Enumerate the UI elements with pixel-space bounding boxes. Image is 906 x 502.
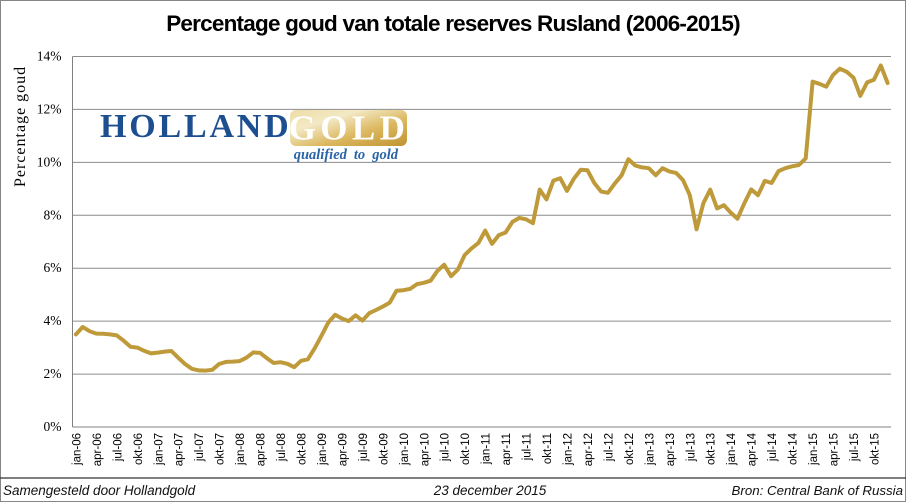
svg-text:jan-06: jan-06 bbox=[71, 433, 83, 466]
svg-text:8%: 8% bbox=[44, 207, 62, 222]
svg-text:jan-11: jan-11 bbox=[481, 433, 493, 465]
svg-text:6%: 6% bbox=[44, 260, 62, 275]
svg-text:apr-14: apr-14 bbox=[747, 432, 759, 466]
svg-text:jul-13: jul-13 bbox=[685, 433, 697, 462]
svg-text:Percentage goud van totale res: Percentage goud van totale reserves Rusl… bbox=[166, 11, 740, 36]
svg-text:14%: 14% bbox=[37, 49, 62, 64]
svg-text:jan-09: jan-09 bbox=[317, 433, 329, 466]
svg-text:HOLLAND: HOLLAND bbox=[100, 108, 292, 145]
svg-text:okt-12: okt-12 bbox=[624, 433, 636, 465]
svg-text:jul-14: jul-14 bbox=[767, 432, 779, 462]
svg-text:apr-08: apr-08 bbox=[256, 433, 268, 466]
svg-text:jul-15: jul-15 bbox=[849, 433, 861, 462]
svg-text:jan-13: jan-13 bbox=[644, 433, 656, 466]
svg-text:jan-08: jan-08 bbox=[235, 433, 247, 466]
svg-text:okt-08: okt-08 bbox=[297, 433, 309, 465]
svg-text:apr-15: apr-15 bbox=[829, 433, 841, 466]
svg-text:okt-11: okt-11 bbox=[542, 433, 554, 464]
svg-text:jul-10: jul-10 bbox=[440, 433, 452, 462]
svg-text:jan-10: jan-10 bbox=[399, 433, 411, 466]
svg-text:okt-10: okt-10 bbox=[460, 433, 472, 465]
svg-text:10%: 10% bbox=[37, 154, 62, 169]
svg-text:jan-07: jan-07 bbox=[153, 433, 165, 466]
svg-text:jul-06: jul-06 bbox=[112, 433, 124, 462]
svg-text:okt-09: okt-09 bbox=[378, 433, 390, 465]
svg-text:okt-07: okt-07 bbox=[215, 433, 227, 465]
svg-text:okt-13: okt-13 bbox=[706, 433, 718, 465]
svg-text:qualified to gold: qualified to gold bbox=[294, 147, 399, 163]
svg-text:apr-11: apr-11 bbox=[501, 433, 513, 465]
svg-text:Percentage goud: Percentage goud bbox=[12, 66, 29, 187]
svg-text:jul-07: jul-07 bbox=[194, 433, 206, 462]
svg-text:12%: 12% bbox=[37, 101, 62, 116]
svg-text:0%: 0% bbox=[44, 419, 62, 434]
svg-text:jul-12: jul-12 bbox=[603, 433, 615, 462]
svg-text:okt-06: okt-06 bbox=[133, 433, 145, 465]
svg-text:jan-14: jan-14 bbox=[726, 432, 738, 466]
svg-text:jul-11: jul-11 bbox=[522, 433, 534, 461]
svg-text:4%: 4% bbox=[44, 313, 62, 328]
svg-text:apr-10: apr-10 bbox=[419, 433, 431, 466]
svg-text:Samengesteld door Hollandgold: Samengesteld door Hollandgold bbox=[3, 483, 196, 498]
svg-text:jul-08: jul-08 bbox=[276, 433, 288, 462]
svg-text:23 december 2015: 23 december 2015 bbox=[433, 483, 547, 498]
svg-text:2%: 2% bbox=[44, 366, 62, 381]
svg-text:apr-06: apr-06 bbox=[92, 433, 104, 466]
svg-text:apr-12: apr-12 bbox=[583, 433, 595, 466]
svg-text:GOLD: GOLD bbox=[289, 109, 410, 148]
svg-text:jan-12: jan-12 bbox=[563, 433, 575, 466]
svg-text:Bron: Central Bank of Russia: Bron: Central Bank of Russia bbox=[732, 483, 903, 498]
svg-text:apr-09: apr-09 bbox=[337, 433, 349, 466]
svg-text:okt-15: okt-15 bbox=[869, 433, 881, 465]
svg-text:jan-15: jan-15 bbox=[808, 433, 820, 466]
svg-text:jul-09: jul-09 bbox=[358, 433, 370, 462]
svg-text:apr-07: apr-07 bbox=[174, 433, 186, 466]
svg-text:okt-14: okt-14 bbox=[788, 432, 800, 465]
svg-text:apr-13: apr-13 bbox=[665, 433, 677, 466]
